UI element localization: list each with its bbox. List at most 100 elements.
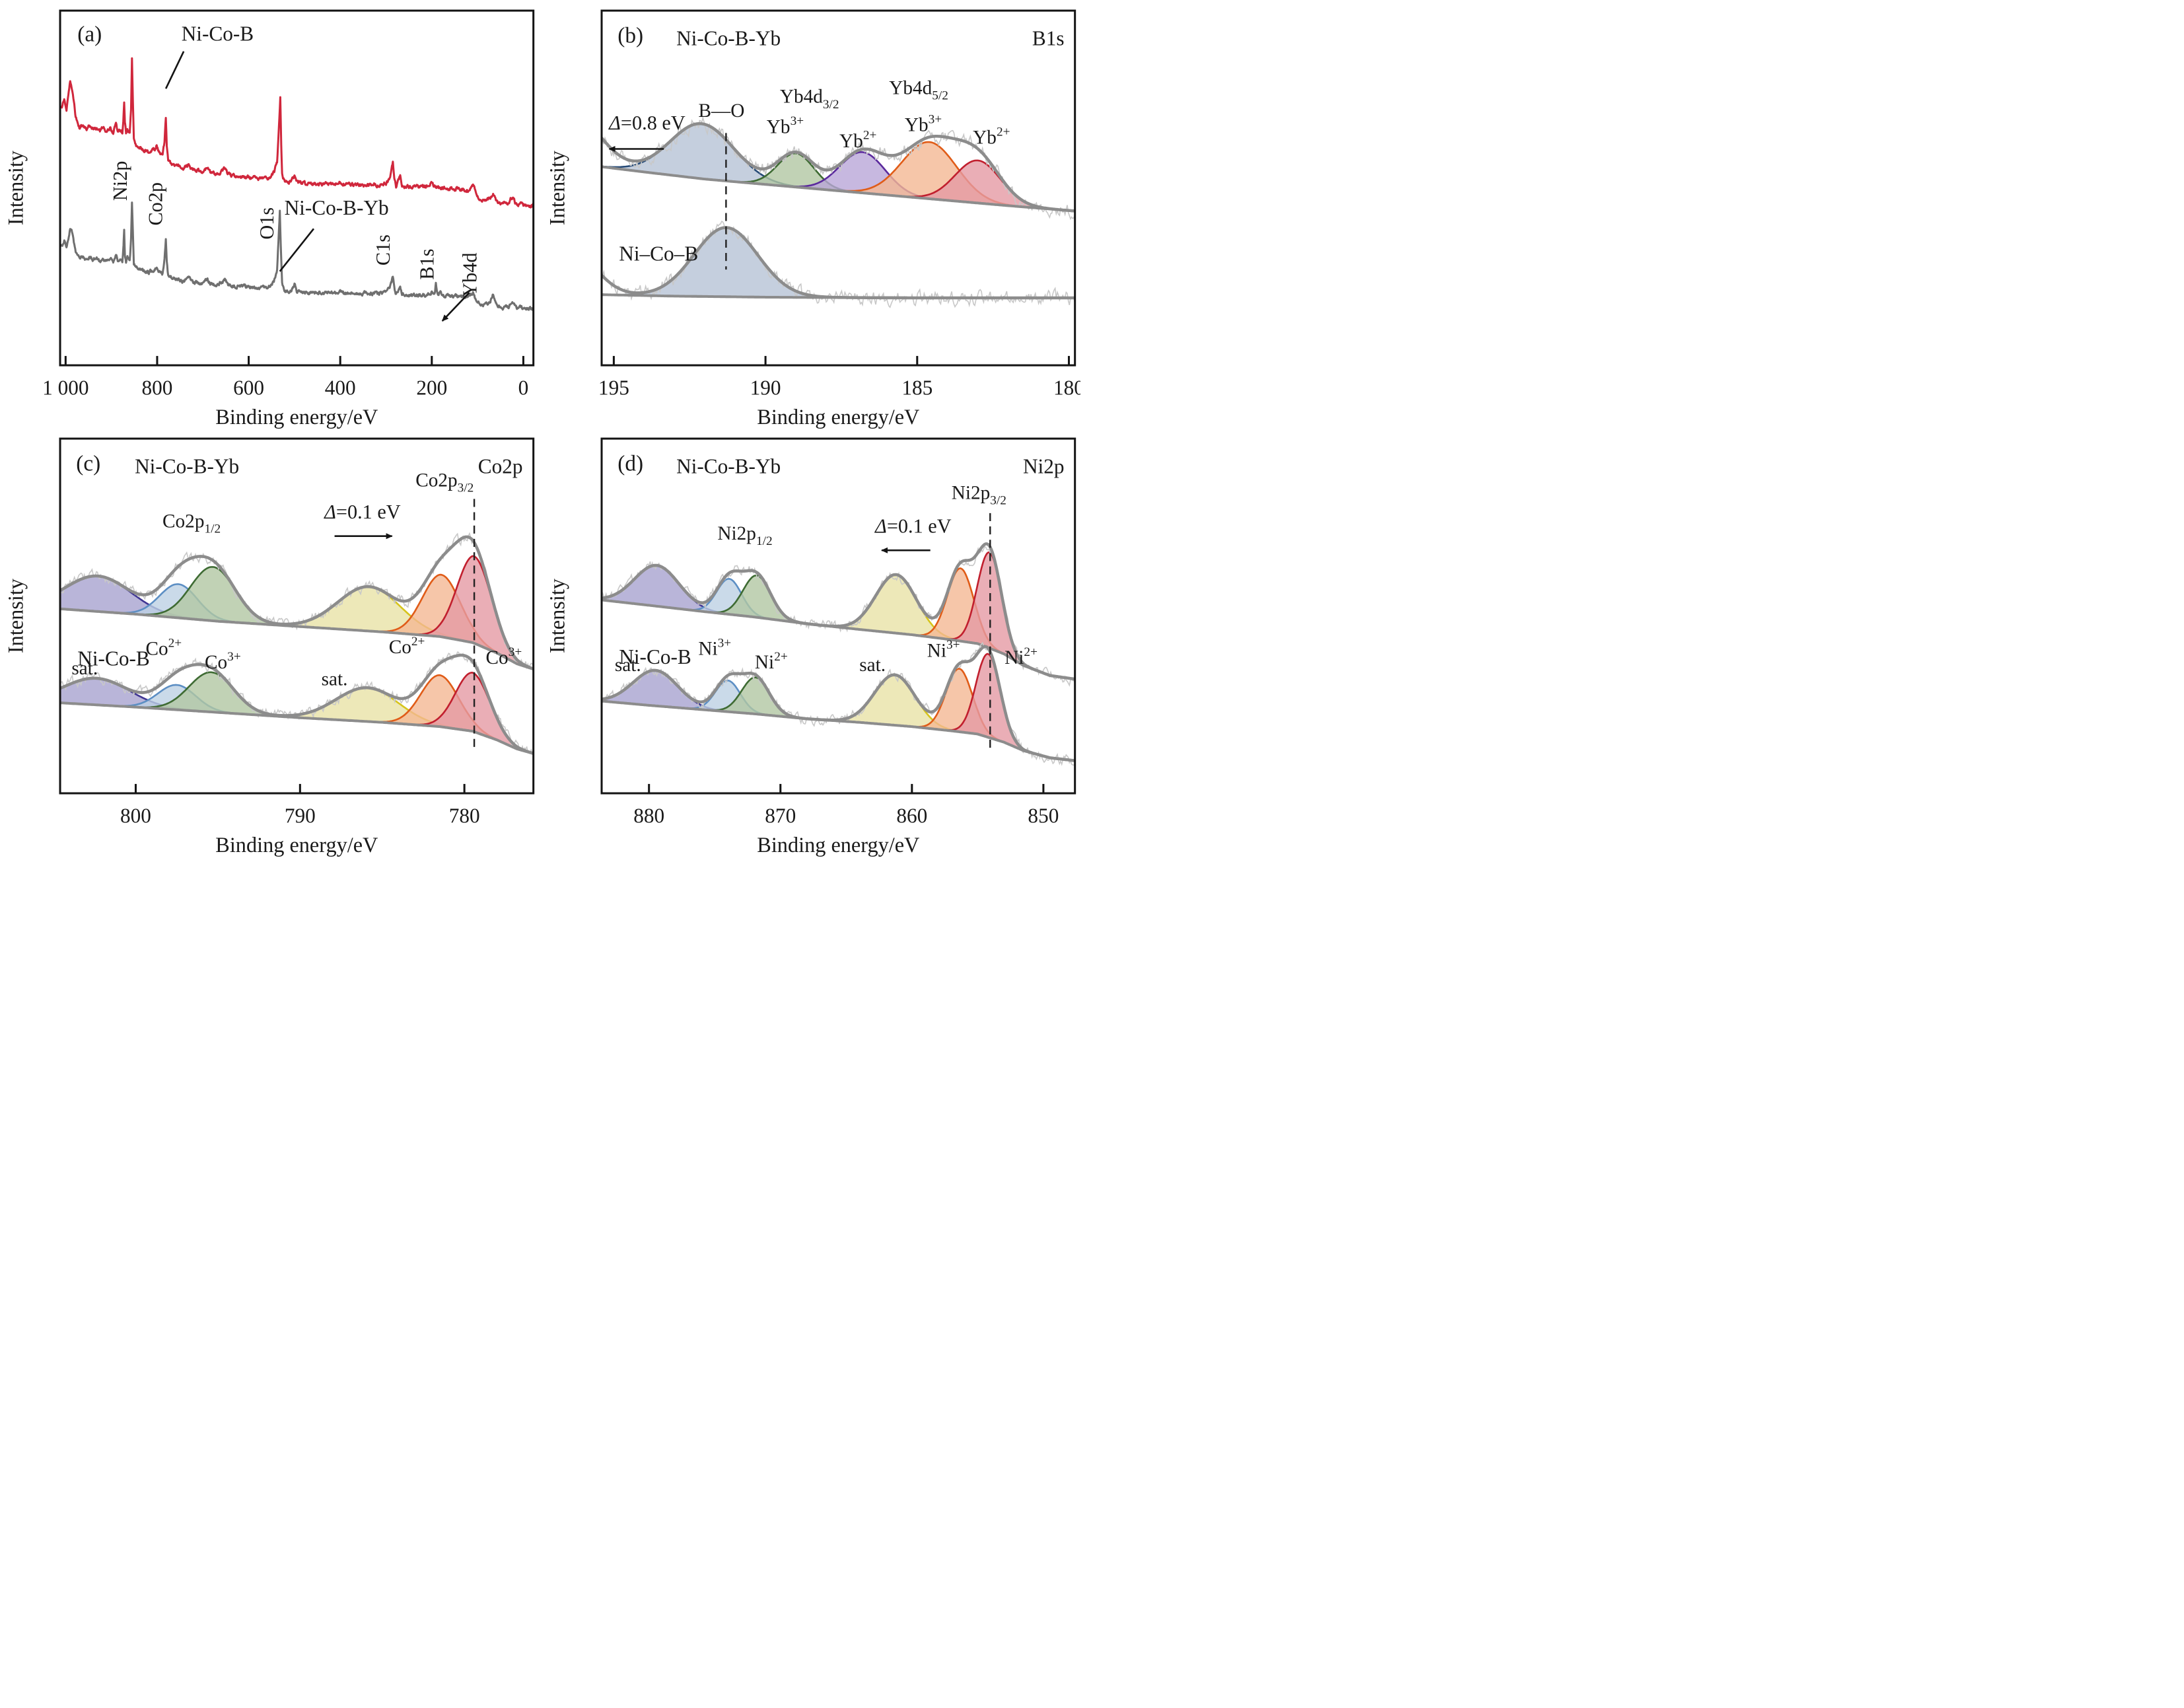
x-axis-label: Binding energy/eV xyxy=(215,405,378,429)
y-axis-label: Intensity xyxy=(5,150,27,225)
sample-label-top: Ni-Co-B-Yb xyxy=(676,27,781,50)
element-peak-label: Yb4d xyxy=(459,252,481,297)
region-label: Ni2p xyxy=(1023,455,1065,478)
panel-letter: (d) xyxy=(617,452,643,476)
x-axis-label: Binding energy/eV xyxy=(215,833,378,857)
peak-label: Ni2+ xyxy=(1004,645,1038,668)
y-axis-label: Intensity xyxy=(547,150,569,225)
peak-fill-sat. xyxy=(60,576,230,622)
delta-shift-label: Δ=0.8 eV xyxy=(608,112,686,134)
peak-label: Ni2+ xyxy=(755,650,788,673)
peak-label: Co2+ xyxy=(389,635,425,658)
x-tick-label: 780 xyxy=(449,804,480,827)
fit-envelope xyxy=(601,645,1076,762)
axis-frame xyxy=(600,9,1076,367)
delta-shift-label: Δ=0.1 eV xyxy=(874,515,952,537)
xps-figure: Ni-Co-B Ni-Co-B-Yb Ni2p Co2p O1s C1s B1s Yb4d (a… xyxy=(5,5,1080,860)
peak-label: Ni3+ xyxy=(927,638,960,661)
peak-label: sat. xyxy=(71,658,98,679)
fit-envelope xyxy=(59,535,534,670)
peak-label: Ni2p3/2 xyxy=(952,482,1006,507)
peak-label: Yb4d5/2 xyxy=(889,77,948,102)
x-tick-label: 200 xyxy=(416,376,447,399)
axis-frame xyxy=(59,437,535,795)
x-tick-label: 600 xyxy=(233,376,264,399)
x-tick-label: 180 xyxy=(1053,376,1080,399)
axis-frame xyxy=(600,437,1076,795)
element-peak-label: Ni2p xyxy=(109,161,131,201)
x-tick-label: 800 xyxy=(141,376,172,399)
region-label: Co2p xyxy=(478,455,523,478)
fit-baseline xyxy=(601,165,1075,213)
fit-baseline xyxy=(59,607,534,671)
peak-fill-Ni2+ (2p1/2) xyxy=(701,575,812,625)
x-tick-label: 860 xyxy=(896,804,927,827)
peak-fill-Yb3+ (Yb4d5/2) xyxy=(820,142,1039,209)
sample-label-top: Ni-Co-B-Yb xyxy=(135,455,239,478)
panel-letter: (b) xyxy=(617,24,643,48)
peak-label: Yb2+ xyxy=(973,125,1010,148)
sample-label-bottom: Ni-Co-B xyxy=(619,645,691,668)
peak-label: Ni2p1/2 xyxy=(717,523,772,548)
fit-envelope xyxy=(59,653,534,755)
x-tick-label: 870 xyxy=(765,804,796,827)
panel-c-co2p-chart: Δ=0.1 eV Co2p1/2 Co2p3/2 sat. Co2+ Co3+ sat. Co… xyxy=(5,437,535,857)
panel-c: Δ=0.1 eV Co2p1/2 Co2p3/2 sat. Co2+ Co3+ sat. Co… xyxy=(5,433,539,860)
peak-label: Yb3+ xyxy=(767,114,804,137)
yb4d-arrow xyxy=(441,292,470,322)
element-peak-label: B1s xyxy=(416,248,439,279)
peak-label: Co2+ xyxy=(145,637,182,660)
x-tick-label: 190 xyxy=(750,376,781,399)
peak-label: sat. xyxy=(859,655,886,676)
peak-label: Yb3+ xyxy=(905,113,942,136)
series-Ni-Co-B-Yb xyxy=(59,201,535,311)
peak-fill-Ni3+ (2p3/2) xyxy=(906,668,1012,746)
sample-label-bottom: Ni-Co-B xyxy=(77,647,149,670)
peak-fill-B—O xyxy=(602,227,854,298)
x-tick-label: 1 000 xyxy=(42,376,88,399)
peak-fill-sat. xyxy=(814,574,978,644)
callout-label: Ni-Co-B xyxy=(182,22,254,46)
peak-fill-Ni2+ (2p1/2) xyxy=(700,677,811,719)
fit-envelope xyxy=(600,226,1076,300)
peak-fill-Co3+ (2p1/2) xyxy=(122,672,300,718)
panel-d: Δ=0.1 eV Ni2p1/2 Ni2p3/2 sat. Ni3+ Ni2+ sat. Ni… xyxy=(547,433,1080,860)
peak-fill-Ni3+ (2p1/2) xyxy=(679,579,779,621)
delta-shift-label: Δ=0.1 eV xyxy=(324,501,401,523)
panel-a: Ni-Co-B Ni-Co-B-Yb Ni2p Co2p O1s C1s B1s Yb4d (a… xyxy=(5,5,539,432)
x-axis-label: Binding energy/eV xyxy=(757,833,919,857)
peak-fill-Co3+ (2p1/2) xyxy=(124,567,302,627)
peak-label: Co2p3/2 xyxy=(415,470,474,495)
callout-label: Ni-Co-B-Yb xyxy=(285,196,389,219)
y-axis-label: Intensity xyxy=(5,578,27,653)
x-tick-label: 400 xyxy=(325,376,356,399)
peak-label: sat. xyxy=(322,668,348,690)
x-axis-label: Binding energy/eV xyxy=(757,405,919,429)
peak-fill-Co3+ (2p3/2) xyxy=(405,555,534,670)
x-tick-label: 800 xyxy=(120,804,151,827)
element-peak-label: O1s xyxy=(256,207,278,240)
peak-label: sat. xyxy=(615,655,641,676)
peak-label: Co3+ xyxy=(486,645,522,668)
fit-envelope xyxy=(601,542,1076,681)
sample-label-bottom: Ni–Co–B xyxy=(619,242,698,266)
callout-line xyxy=(279,228,315,272)
y-axis-label: Intensity xyxy=(547,578,569,653)
fit-baseline xyxy=(59,701,534,755)
peak-fill-Co3+ (2p3/2) xyxy=(404,672,534,754)
series-Ni-Co-B xyxy=(59,57,535,209)
panel-a-survey-chart: Ni-Co-B Ni-Co-B-Yb Ni2p Co2p O1s C1s B1s Yb4d (a… xyxy=(5,9,535,429)
fit-envelope xyxy=(600,122,1076,213)
peak-label: Co3+ xyxy=(205,650,241,673)
x-tick-label: 790 xyxy=(285,804,316,827)
x-tick-label: 195 xyxy=(598,376,629,399)
peak-label: Co2p1/2 xyxy=(162,511,221,536)
callout-line xyxy=(164,51,185,89)
peak-label: Ni3+ xyxy=(698,637,731,660)
panel-b: Δ=0.8 eV B—O Yb3+ Yb4d3/2 Yb2+ Yb4d5/2 Yb3+ Yb2… xyxy=(547,5,1080,432)
axis-frame xyxy=(59,9,535,367)
peak-fill-Ni2+ (2p3/2) xyxy=(940,654,1037,754)
peak-fill-sat. xyxy=(813,674,977,734)
sample-label-top: Ni-Co-B-Yb xyxy=(676,455,781,478)
